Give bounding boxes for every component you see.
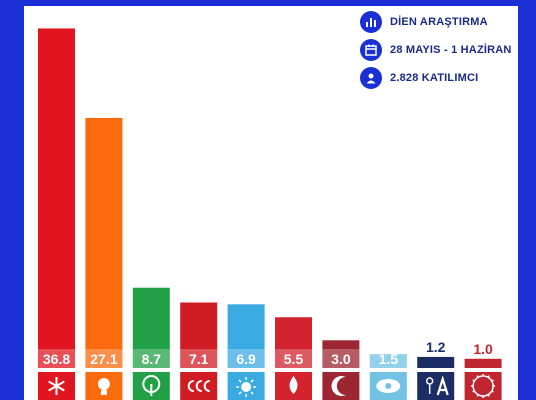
- info-row-source: DİEN ARAŞTIRMA: [360, 10, 488, 34]
- anchor-logo: [417, 372, 455, 400]
- value-label-10: 1.0: [473, 341, 493, 357]
- person-icon: [360, 67, 382, 89]
- value-label-3: 8.7: [142, 351, 162, 367]
- value-label-band-5: [227, 349, 265, 368]
- bar-2: [85, 117, 123, 368]
- dove-logo: [369, 372, 407, 400]
- bar-9: [417, 356, 455, 368]
- info-source-text: DİEN ARAŞTIRMA: [390, 16, 488, 28]
- info-participants-text: 2.828 KATILIMCI: [390, 72, 479, 84]
- frame-right-border: [518, 0, 536, 400]
- value-label-band-7: [322, 349, 360, 368]
- value-label-8: 1.5: [379, 351, 399, 367]
- six-arrows-logo: [38, 372, 75, 400]
- value-label-band-3: [132, 349, 170, 368]
- sun-logo: [227, 372, 265, 400]
- bar-6: [275, 317, 312, 368]
- tree-logo: [132, 372, 170, 400]
- bar-3: [132, 287, 170, 368]
- info-dates-text: 28 MAYIS - 1 HAZİRAN: [390, 44, 512, 56]
- value-label-6: 5.5: [284, 351, 304, 367]
- value-label-7: 3.0: [331, 351, 351, 367]
- bar-8: [369, 354, 407, 368]
- lightbulb-logo: [85, 372, 123, 400]
- value-label-band-2: [85, 349, 123, 368]
- value-label-band-6: [275, 349, 312, 368]
- info-row-dates: 28 MAYIS - 1 HAZİRAN: [360, 38, 512, 62]
- value-label-band-4: [180, 349, 218, 368]
- value-label-2: 27.1: [90, 351, 117, 367]
- info-row-participants: 2.828 KATILIMCI: [360, 66, 478, 90]
- frame-top-border: [24, 0, 518, 6]
- value-label-5: 6.9: [236, 351, 256, 367]
- crescent-logo: [322, 372, 360, 400]
- calendar-icon: [360, 39, 382, 61]
- bar-10: [464, 358, 502, 368]
- value-label-band-1: [38, 349, 75, 368]
- bar-chart-icon: [360, 11, 382, 33]
- value-label-band-8: [369, 349, 407, 368]
- bar-4: [180, 302, 218, 368]
- bar-1: [38, 28, 75, 368]
- value-label-4: 7.1: [189, 351, 209, 367]
- value-label-1: 36.8: [43, 351, 70, 367]
- bar-5: [227, 304, 265, 368]
- tip-logo: [464, 372, 502, 400]
- bar-7: [322, 340, 360, 368]
- value-label-9: 1.2: [426, 339, 446, 355]
- torch-flame-logo: [275, 372, 312, 400]
- frame-left-border: [0, 0, 24, 400]
- three-crescents-logo: [180, 372, 218, 400]
